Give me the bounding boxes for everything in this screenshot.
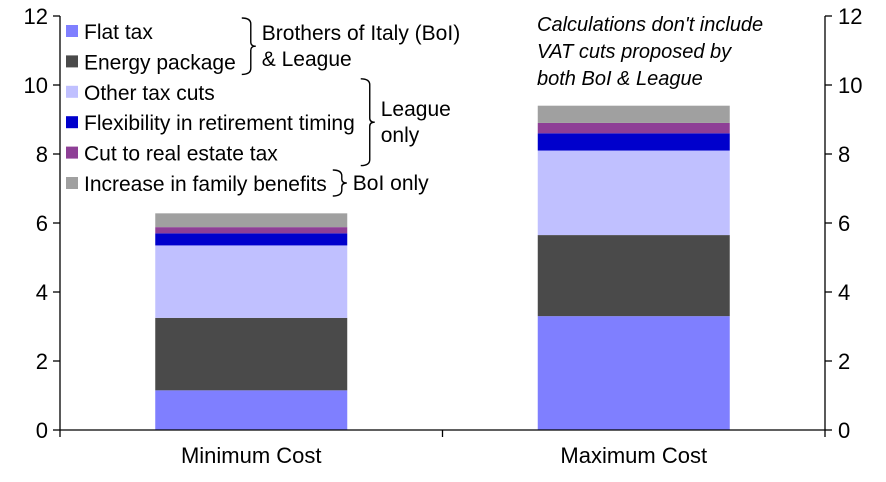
legend-label: Flat tax — [84, 21, 153, 44]
legend-swatch — [66, 85, 78, 98]
legend-group-brace — [360, 78, 375, 167]
legend-label: Cut to real estate tax — [84, 143, 278, 166]
y-tick-label-left: 8 — [36, 142, 48, 167]
bar-segment-3-1 — [537, 133, 730, 151]
legend-group-label: League — [381, 98, 451, 121]
y-tick-label-left: 6 — [36, 211, 48, 236]
bar-segment-1-0 — [155, 317, 348, 391]
legend-label: Flexibility in retirement timing — [84, 112, 355, 135]
bar-segment-2-0 — [155, 245, 348, 318]
bar-segment-5-1 — [537, 105, 730, 123]
legend-group-label: BoI only — [353, 172, 429, 195]
bars-layer — [155, 105, 730, 430]
bar-segment-4-1 — [537, 122, 730, 134]
y-tick-label-right: 6 — [838, 211, 850, 236]
annotation-note: Calculations don't include VAT cuts propo… — [537, 14, 763, 90]
bar-segment-2-1 — [537, 150, 730, 236]
legend-group-label: Brothers of Italy (BoI) — [262, 22, 460, 45]
annotation-line: VAT cuts proposed by — [537, 41, 732, 63]
legend-group-brace — [332, 169, 347, 197]
bar-segment-4-0 — [155, 227, 348, 234]
legend-label: Other tax cuts — [84, 82, 215, 105]
y-tick-label-left: 12 — [24, 4, 48, 29]
legend-group-label: only — [381, 124, 420, 147]
y-tick-label-right: 10 — [838, 73, 862, 98]
y-tick-label-left: 2 — [36, 349, 48, 374]
bar-segment-0-1 — [537, 316, 730, 430]
y-tick-label-right: 0 — [838, 418, 850, 443]
y-tick-label-right: 2 — [838, 349, 850, 374]
bar-segment-3-0 — [155, 233, 348, 246]
bar-segment-1-1 — [537, 235, 730, 317]
bar-segment-5-0 — [155, 213, 348, 228]
x-category-label: Maximum Cost — [560, 443, 707, 468]
axes-layer: 0 0 2 2 4 4 6 6 8 8 10 10 12 12 Minimum Cost Maximum Co… — [24, 4, 863, 468]
legend-swatch — [66, 116, 78, 129]
annotation-line: both BoI & League — [537, 68, 703, 90]
legend-label: Increase in family benefits — [84, 173, 327, 196]
legend-label: Energy package — [84, 51, 236, 74]
y-tick-label-right: 4 — [838, 280, 850, 305]
legend-swatch — [66, 146, 78, 159]
legend: Flat tax Energy package Other tax cuts Flex… — [66, 17, 460, 197]
legend-swatch — [66, 55, 78, 68]
y-tick-label-left: 10 — [24, 73, 48, 98]
legend-swatch — [66, 177, 78, 189]
annotation-line: Calculations don't include — [537, 14, 763, 36]
y-tick-label-left: 4 — [36, 280, 48, 305]
legend-group-label: & League — [262, 48, 352, 71]
legend-swatch — [66, 25, 78, 37]
y-tick-label-right: 12 — [838, 4, 862, 29]
legend-group-brace — [241, 17, 256, 76]
y-tick-label-right: 8 — [838, 142, 850, 167]
x-category-label: Minimum Cost — [181, 443, 322, 468]
y-tick-label-left: 0 — [36, 418, 48, 443]
bar-segment-0-0 — [155, 390, 348, 430]
